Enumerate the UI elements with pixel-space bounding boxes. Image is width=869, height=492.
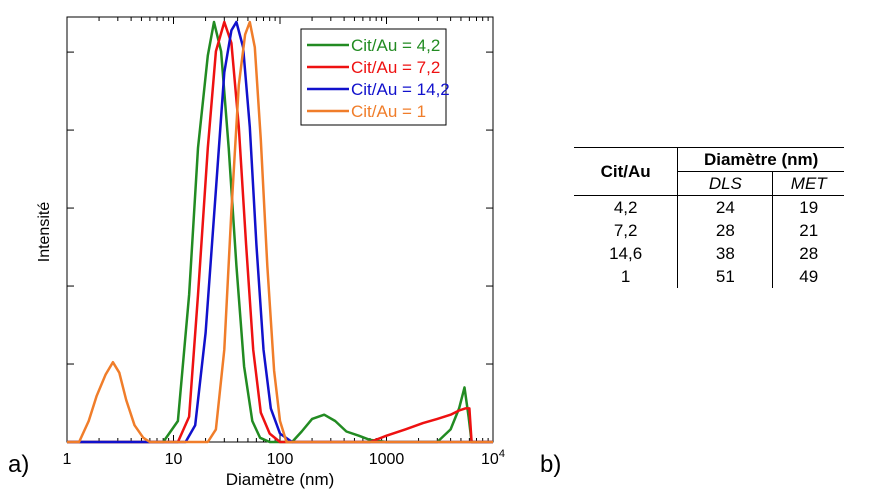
cell-cit: 1 — [620, 266, 631, 286]
series-line-2 — [67, 20, 493, 444]
legend-entry: Cit/Au = 1 — [351, 102, 426, 121]
subheader-met: MET — [772, 171, 844, 196]
legend-entry: Cit/Au = 7,2 — [351, 58, 440, 77]
cell-dls: 38 — [677, 242, 773, 265]
x-tick-label: 1 — [63, 451, 72, 468]
legend: Cit/Au = 4,2 Cit/Au = 7,2 Cit/Au = 14,2 Cit… — [300, 28, 450, 126]
subheader-dls: DLS — [677, 171, 773, 196]
cell-met: 49 — [772, 265, 844, 288]
diameter-table: Cit/Au Diamètre (nm) DLS MET 4,2 24 19 7… — [574, 147, 844, 288]
table-row: 1 51 49 — [574, 265, 844, 288]
legend-entry: Cit/Au = 14,2 — [351, 80, 450, 99]
series-line-4 — [67, 20, 493, 444]
cell-dls: 51 — [677, 265, 773, 288]
results-table: Cit/Au Diamètre (nm) DLS MET 4,2 24 19 7… — [574, 147, 844, 288]
plot-series — [67, 20, 493, 444]
x-tick-label: 10 — [165, 451, 183, 468]
legend-entry: Cit/Au = 4,2 — [351, 36, 440, 55]
panel-label-a: a) — [8, 451, 30, 478]
x-axis-label: Diamètre (nm) — [226, 470, 335, 489]
x-tick-label: 104 — [481, 448, 505, 468]
cell-cit: 14,6 — [609, 243, 643, 263]
cell-dls: 24 — [677, 195, 773, 219]
cell-met: 28 — [772, 242, 844, 265]
col-header-diametre: Diamètre (nm) — [677, 147, 844, 172]
x-tick-label: 100 — [267, 451, 294, 468]
series-line-1 — [67, 20, 493, 444]
table-row: 14,6 38 28 — [574, 242, 844, 265]
panel-label-b: b) — [540, 451, 562, 478]
cell-met: 19 — [772, 195, 844, 219]
x-tick-label: 1000 — [369, 451, 405, 468]
col-header-cit-au: Cit/Au — [574, 147, 678, 196]
cell-cit: 4,2 — [613, 197, 638, 217]
table-row: 4,2 24 19 — [574, 195, 844, 219]
cell-met: 21 — [772, 219, 844, 242]
table-row: 7,2 28 21 — [574, 219, 844, 242]
cell-cit: 7,2 — [613, 220, 638, 240]
cell-dls: 28 — [677, 219, 773, 242]
y-axis-label: Intensité — [36, 202, 53, 263]
series-line-3 — [67, 20, 493, 444]
